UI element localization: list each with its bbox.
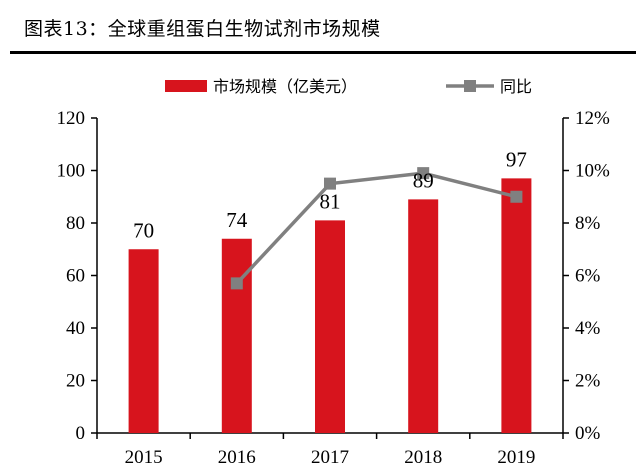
left-tick-label: 20 [66, 371, 85, 392]
legend-bar-label: 市场规模（亿美元） [213, 77, 357, 96]
right-tick-label: 12% [575, 108, 610, 129]
bar [221, 238, 252, 433]
right-tick-label: 2% [575, 371, 601, 392]
right-tick-label: 8% [575, 213, 601, 234]
right-tick-label: 0% [575, 423, 601, 444]
right-tick-label: 10% [575, 161, 610, 182]
yoy-marker [230, 277, 243, 290]
bar-value-label: 81 [320, 189, 341, 213]
bar-value-label: 70 [133, 218, 154, 242]
yoy-marker [324, 177, 336, 190]
legend-line-label: 同比 [500, 77, 532, 96]
line-series [230, 167, 523, 290]
yoy-marker [417, 167, 430, 180]
legend: 市场规模（亿美元） 同比 [165, 77, 532, 96]
bar [315, 220, 345, 433]
left-tick-label: 40 [66, 318, 85, 339]
left-tick-label: 0 [76, 423, 86, 444]
x-tick-label: 2018 [404, 447, 442, 468]
left-tick-label: 60 [66, 266, 85, 287]
x-tick-label: 2019 [497, 447, 535, 468]
x-tick-label: 2015 [125, 447, 163, 468]
title-divider [10, 51, 636, 54]
bar [128, 249, 159, 433]
chart-title: 图表13：全球重组蛋白生物试剂市场规模 [24, 18, 381, 40]
yoy-marker [510, 190, 523, 203]
yoy-line [235, 171, 517, 285]
right-tick-label: 4% [575, 318, 601, 339]
bar [408, 199, 439, 433]
left-tick-label: 120 [57, 108, 86, 129]
left-tick-label: 100 [57, 161, 86, 182]
x-tick-label: 2016 [218, 447, 256, 468]
legend-line-marker [464, 80, 476, 92]
right-tick-label: 6% [575, 266, 601, 287]
x-tick-label: 2017 [311, 447, 349, 468]
data-labels: 70 74 81 89 97 [133, 147, 527, 242]
bars [128, 178, 532, 433]
left-tick-label: 80 [66, 213, 85, 234]
bar-value-label: 97 [506, 147, 527, 171]
legend-bar-swatch [165, 80, 207, 92]
bar-value-label: 74 [226, 208, 248, 232]
axes: 0 20 40 60 80 100 120 0% 2% 4% 6% 8% 10% 12% 2015 2016 2… [57, 108, 611, 468]
bar [501, 178, 532, 433]
bar-value-label: 89 [413, 168, 434, 192]
